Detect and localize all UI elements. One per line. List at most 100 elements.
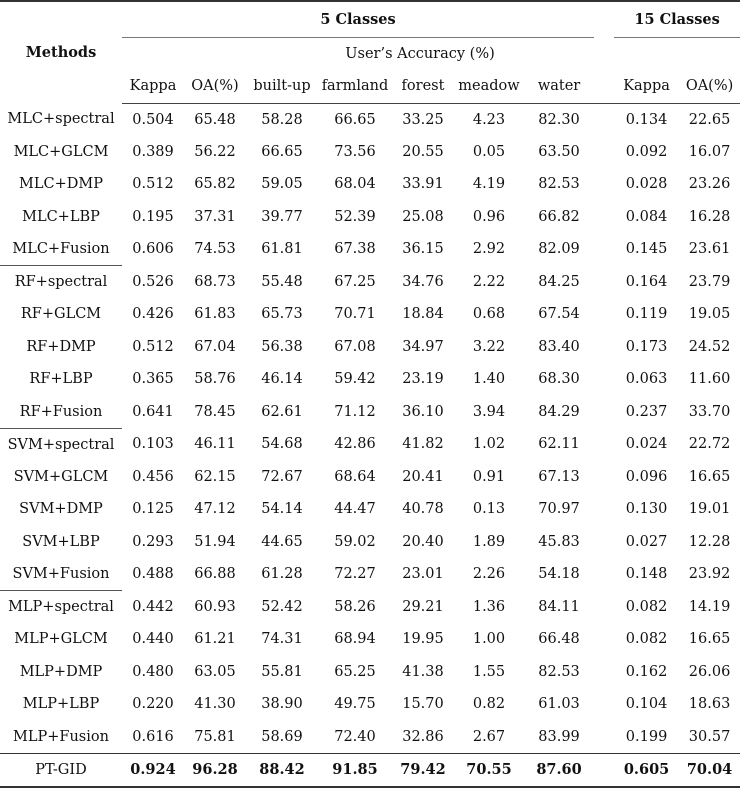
value-cell: 2.67 <box>472 728 506 745</box>
value-cell: 54.18 <box>538 566 580 583</box>
value-cell: 61.03 <box>538 696 580 713</box>
value-cell: 0.119 <box>625 306 668 323</box>
value-cell: 70.04 <box>679 752 740 788</box>
value-cell: 2.22 <box>472 273 506 290</box>
value-cell: 63.50 <box>538 143 580 160</box>
method-cell: MLC+Fusion <box>12 241 110 257</box>
value-cell: 0.063 <box>625 371 668 388</box>
col-header: built-up <box>246 70 318 104</box>
value-cell: 15.70 <box>402 696 444 713</box>
value-cell: 0.426 <box>132 306 174 323</box>
value-cell: 54.68 <box>261 436 303 453</box>
value-cell: 59.05 <box>261 176 303 193</box>
method-cell: MLP+DMP <box>19 663 103 680</box>
value-cell: 66.88 <box>194 566 236 583</box>
header-spacer-right <box>594 37 740 70</box>
method-cell: MLP+GLCM <box>14 631 108 648</box>
method-cell: RF+LBP <box>29 371 93 388</box>
value-cell: 62.15 <box>194 468 236 485</box>
gap-cell <box>594 136 614 169</box>
value-cell: 54.14 <box>261 501 303 518</box>
value-cell: 0.924 <box>122 752 184 788</box>
table-row: RF+LBP 0.365 58.76 46.14 59.42 23.19 1.40 68.30… <box>0 363 740 396</box>
gap-cell <box>594 656 614 689</box>
table-row: RF+Fusion 0.641 78.45 62.61 71.12 36.10 3.94 84… <box>0 396 740 429</box>
value-cell: 1.00 <box>472 631 506 648</box>
value-cell: 0.13 <box>472 501 506 518</box>
value-cell: 44.65 <box>261 533 303 550</box>
value-cell: 0.606 <box>132 241 174 258</box>
value-cell: 0.195 <box>132 208 174 225</box>
value-cell: 67.04 <box>194 338 236 355</box>
value-cell: 0.82 <box>472 696 506 713</box>
value-cell: 0.488 <box>132 566 174 583</box>
value-cell: 82.30 <box>538 111 580 128</box>
value-cell: 4.23 <box>472 111 506 128</box>
method-cell: MLC+LBP <box>22 208 100 225</box>
value-cell: 65.25 <box>334 663 376 680</box>
value-cell: 23.79 <box>688 273 731 290</box>
value-cell: 72.67 <box>261 468 303 485</box>
value-cell: 0.504 <box>132 111 174 128</box>
value-cell: 18.84 <box>402 306 444 323</box>
table-row: MLP+LBP 0.220 41.30 38.90 49.75 15.70 0.82 61.0… <box>0 688 740 721</box>
value-cell: 0.616 <box>132 728 174 745</box>
value-cell: 3.94 <box>472 403 506 420</box>
value-cell: 29.21 <box>402 598 444 615</box>
value-cell: 51.94 <box>194 533 236 550</box>
value-cell: 23.61 <box>688 241 731 258</box>
method-cell: MLP+Fusion <box>13 728 109 745</box>
table-row: SVM+spectral 0.103 46.11 54.68 42.86 41.82 1.0… <box>0 427 740 461</box>
method-cell: PT-GID <box>0 752 122 788</box>
value-cell: 24.52 <box>688 338 731 355</box>
method-cell: SVM+DMP <box>19 501 103 518</box>
value-cell: 49.75 <box>334 696 376 713</box>
value-cell: 68.64 <box>334 468 376 485</box>
method-cell: SVM+LBP <box>22 533 100 550</box>
gap-cell <box>594 103 614 136</box>
value-cell: 16.28 <box>688 208 731 225</box>
value-cell: 68.04 <box>334 176 376 193</box>
value-cell: 0.480 <box>132 663 174 680</box>
value-cell: 83.40 <box>538 338 580 355</box>
gap-cell <box>594 201 614 234</box>
gap-cell <box>594 461 614 494</box>
col-header: meadow <box>454 70 524 104</box>
value-cell: 0.199 <box>625 728 668 745</box>
value-cell: 84.25 <box>538 273 580 290</box>
value-cell: 23.01 <box>402 566 444 583</box>
value-cell: 0.365 <box>132 371 174 388</box>
value-cell: 65.48 <box>194 111 236 128</box>
gap-cell <box>594 493 614 526</box>
value-cell: 58.26 <box>334 598 376 615</box>
method-cell: RF+GLCM <box>20 306 102 323</box>
value-cell: 34.76 <box>402 273 444 290</box>
value-cell: 1.02 <box>472 436 506 453</box>
value-cell: 0.605 <box>614 752 680 788</box>
value-cell: 47.12 <box>194 501 236 518</box>
value-cell: 44.47 <box>334 501 376 518</box>
method-cell: SVM+spectral <box>0 427 122 461</box>
value-cell: 38.90 <box>261 696 303 713</box>
value-cell: 42.86 <box>334 436 376 453</box>
value-cell: 88.42 <box>246 752 318 788</box>
value-cell: 67.08 <box>334 338 376 355</box>
value-cell: 70.55 <box>454 752 524 788</box>
value-cell: 0.68 <box>472 306 506 323</box>
users-accuracy-header: User’s Accuracy (%) <box>345 45 495 62</box>
value-cell: 46.14 <box>261 371 303 388</box>
value-cell: 45.83 <box>538 533 580 550</box>
table-row: SVM+DMP 0.125 47.12 54.14 44.47 40.78 0.13 70.9… <box>0 493 740 526</box>
value-cell: 23.26 <box>688 176 731 193</box>
col-header: OA(%) <box>679 70 740 104</box>
value-cell: 25.08 <box>402 208 444 225</box>
value-cell: 2.26 <box>472 566 506 583</box>
value-cell: 82.53 <box>538 663 580 680</box>
value-cell: 91.85 <box>318 752 392 788</box>
value-cell: 62.61 <box>261 403 303 420</box>
table-row: MLC+spectral 0.504 65.48 58.28 66.65 33.25 4.2… <box>0 103 740 136</box>
value-cell: 33.25 <box>402 111 444 128</box>
value-cell: 0.148 <box>625 566 668 583</box>
value-cell: 67.54 <box>538 306 580 323</box>
